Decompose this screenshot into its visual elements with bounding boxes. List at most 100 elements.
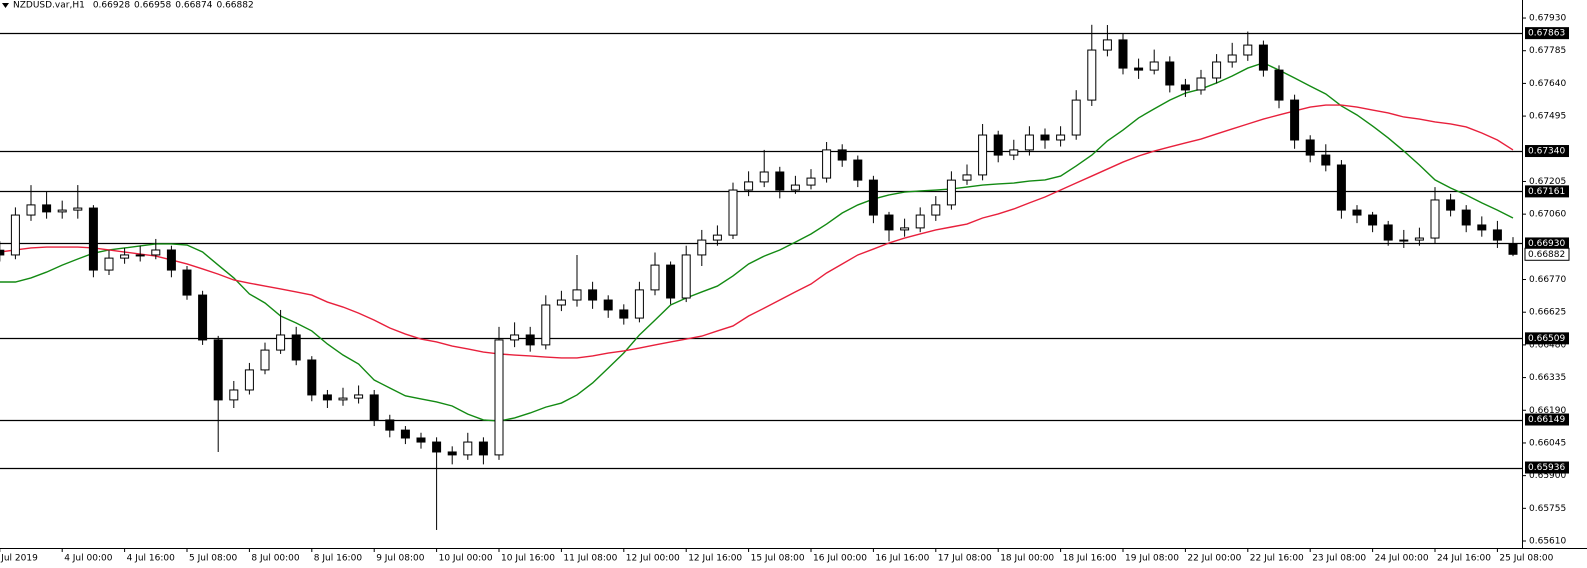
candle-body [1321, 154, 1331, 166]
candle-body [634, 289, 644, 319]
candle-body [1383, 224, 1393, 241]
candle-body [135, 254, 145, 257]
candle-body [1009, 149, 1019, 156]
plot-area [0, 24, 1522, 530]
candle-body [1492, 229, 1502, 241]
candle-body [1180, 84, 1190, 91]
candle-body [1212, 61, 1222, 79]
candle-body [463, 441, 473, 456]
candle-body [1461, 209, 1471, 226]
x-tick-label: 10 Jul 16:00 [501, 554, 555, 564]
ohlc-value: 0.66928 [93, 1, 130, 11]
level-label: 0.67161 [1528, 187, 1565, 197]
candle-body [1102, 39, 1112, 51]
y-tick-label: 0.66335 [1529, 373, 1566, 383]
y-tick-label: 0.65755 [1529, 504, 1566, 514]
candle-body [42, 204, 52, 213]
candle-body [1118, 39, 1128, 69]
x-tick-label: 17 Jul 08:00 [938, 554, 992, 564]
y-tick-label: 0.67060 [1529, 210, 1566, 220]
candle-body [556, 299, 566, 306]
y-tick-label: 0.67930 [1529, 14, 1566, 24]
x-tick-label: 23 Jul 08:00 [1312, 554, 1366, 564]
candle-body [1196, 77, 1206, 91]
candle-body [1243, 44, 1253, 56]
y-tick-label: 0.65610 [1529, 537, 1566, 547]
candle-body [541, 304, 551, 346]
x-tick-label: 4 Jul 16:00 [127, 554, 176, 564]
candle-body [946, 179, 956, 206]
candle-body [26, 204, 36, 216]
level-label: 0.66930 [1528, 239, 1565, 249]
candle-body [1477, 224, 1487, 231]
x-tick-label: 11 Jul 08:00 [563, 554, 617, 564]
candle-body [931, 204, 941, 216]
candle-body [744, 181, 754, 191]
level-label-box [1525, 413, 1569, 426]
candle-body [775, 171, 785, 191]
level-label-box [1525, 461, 1569, 474]
candle-body [229, 389, 239, 401]
level-label-box [1525, 237, 1569, 250]
x-tick-label: 4 Jul 00:00 [64, 554, 113, 564]
candle-body [338, 397, 348, 401]
candle-body [650, 264, 660, 291]
x-tick-label: 8 Jul 00:00 [251, 554, 300, 564]
candle-body [666, 264, 676, 299]
candle-body [198, 294, 208, 341]
candle-body [307, 359, 317, 396]
candle-body [1508, 243, 1518, 255]
candle-body [73, 207, 83, 211]
candle-body [400, 429, 410, 439]
candle-body [166, 249, 176, 271]
x-tick-label: 22 Jul 00:00 [1187, 554, 1241, 564]
candle-body [915, 214, 925, 229]
candle-body [354, 394, 364, 399]
x-tick-label: 10 Jul 00:00 [439, 554, 493, 564]
candle-body [494, 339, 504, 456]
candle-body [1071, 99, 1081, 136]
candle-body [1446, 199, 1456, 211]
candle-body [1165, 61, 1175, 86]
x-tick-label: 18 Jul 00:00 [1000, 554, 1054, 564]
candle-body [978, 134, 988, 176]
symbol-title: NZDUSD.var,H1 [13, 1, 85, 11]
y-tick-label: 0.65900 [1529, 471, 1566, 481]
candle-body [868, 179, 878, 216]
candle-body [416, 437, 426, 443]
candle-body [900, 227, 910, 231]
x-tick-label: 16 Jul 00:00 [813, 554, 867, 564]
candle-body [837, 149, 847, 161]
collapse-icon [2, 3, 9, 8]
y-tick-label: 0.67205 [1529, 177, 1566, 187]
level-label: 0.65936 [1528, 463, 1565, 473]
candle-body [681, 254, 691, 299]
x-tick-label: 8 Jul 16:00 [314, 554, 363, 564]
moving-average [0, 104, 1514, 359]
candle-body [1227, 54, 1237, 63]
candle-body [244, 369, 254, 391]
candle-body [1056, 134, 1066, 141]
x-tick-label: 24 Jul 16:00 [1437, 554, 1491, 564]
y-tick-label: 0.67785 [1529, 46, 1566, 56]
candle-body [853, 159, 863, 181]
y-tick-label: 0.66480 [1529, 340, 1566, 350]
candle-body [120, 254, 130, 259]
candle-body [1290, 99, 1300, 141]
y-tick-label: 0.66625 [1529, 308, 1566, 318]
candle-body [993, 134, 1003, 156]
x-tick-label: 19 Jul 08:00 [1125, 554, 1179, 564]
candle-body [0, 249, 5, 256]
header: NZDUSD.var,H1 0.66928 0.66958 0.66874 0.668… [2, 1, 254, 11]
candle-body [588, 289, 598, 301]
candle-body [10, 214, 20, 256]
candle-body [104, 257, 114, 271]
level-label: 0.66149 [1528, 415, 1565, 425]
x-tick-label: 9 Jul 08:00 [376, 554, 425, 564]
y-tick-label: 0.66190 [1529, 406, 1566, 416]
x-tick-label: 12 Jul 16:00 [688, 554, 742, 564]
x-tick-label: 25 Jul 08:00 [1499, 554, 1553, 564]
candle-body [369, 394, 379, 421]
candle-body [322, 394, 332, 401]
y-tick-label: 0.66770 [1529, 275, 1566, 285]
